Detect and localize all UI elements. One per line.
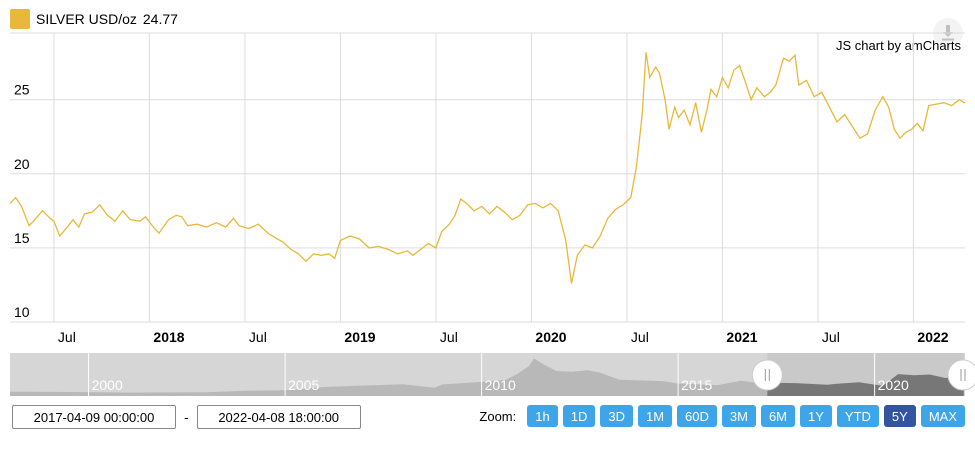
scrollbar-navigator: 2000 2005 2010 2015 2020 — [10, 353, 975, 396]
zoom-button-ytd[interactable]: YTD — [836, 405, 879, 427]
scrollbar-area — [10, 358, 964, 396]
download-icon — [942, 25, 954, 41]
end-date-input[interactable] — [196, 405, 361, 429]
zoom-button-1d[interactable]: 1D — [562, 405, 596, 427]
y-tick-label: 20 — [14, 156, 30, 172]
x-tick-label: Jul — [440, 329, 458, 345]
scrollbar-end-grip[interactable] — [947, 359, 975, 391]
zoom-button-1y[interactable]: 1Y — [800, 405, 832, 427]
zoom-button-1m[interactable]: 1M — [637, 405, 673, 427]
x-tick-label: 2022 — [917, 329, 948, 345]
scrollbar-start-grip[interactable] — [751, 359, 783, 391]
y-tick-label: 25 — [14, 82, 30, 98]
x-axis: Jul 2018 Jul 2019 Jul 2020 Jul 2021 Jul 2022 — [58, 329, 949, 345]
x-tick-label: 2021 — [726, 329, 757, 345]
zoom-button-60d[interactable]: 60D — [677, 405, 717, 427]
x-tick-label: Jul — [822, 329, 840, 345]
y-axis: 10 15 20 25 — [14, 82, 30, 320]
chart-gridlines — [10, 32, 965, 323]
zoom-button-3d[interactable]: 3D — [600, 405, 633, 427]
date-range-inputs: - — [12, 405, 361, 429]
legend-text: SILVER USD/oz 24.77 — [36, 11, 178, 27]
date-separator: - — [184, 409, 189, 425]
x-tick-label: Jul — [249, 329, 267, 345]
y-tick-label: 15 — [14, 230, 30, 246]
scrollbar-year-label: 2015 — [681, 377, 712, 393]
legend[interactable]: SILVER USD/oz 24.77 — [10, 8, 178, 30]
scrollbar-year-label: 2010 — [485, 377, 516, 393]
x-tick-label: Jul — [58, 329, 76, 345]
y-tick-label: 10 — [14, 304, 30, 320]
series-line-silver — [9, 52, 966, 284]
zoom-button-max[interactable]: MAX — [920, 405, 965, 427]
zoom-label: Zoom: — [479, 408, 517, 424]
zoom-button-3m[interactable]: 3M — [721, 405, 756, 427]
start-date-input[interactable] — [12, 405, 176, 429]
legend-value: 24.77 — [142, 11, 178, 27]
legend-label: SILVER USD/oz — [36, 11, 137, 27]
scrollbar-year-label: 2020 — [878, 377, 909, 393]
scrollbar-year-label: 2005 — [288, 377, 319, 393]
zoom-controls: Zoom: 1h 1D 3D 1M 60D 3M 6M 1Y YTD 5Y MAX — [479, 405, 965, 427]
x-tick-label: 2019 — [344, 329, 375, 345]
zoom-button-6m[interactable]: 6M — [760, 405, 796, 427]
x-tick-label: 2020 — [535, 329, 566, 345]
x-tick-label: Jul — [631, 329, 649, 345]
x-tick-label: 2018 — [153, 329, 184, 345]
legend-swatch — [10, 9, 30, 29]
amcharts-credit-link[interactable]: JS chart by amCharts — [836, 38, 961, 53]
zoom-button-1h[interactable]: 1h — [527, 405, 558, 427]
zoom-button-5y[interactable]: 5Y — [883, 405, 916, 427]
scrollbar-year-label: 2000 — [92, 377, 123, 393]
scrollbar-selected-area — [767, 374, 964, 396]
